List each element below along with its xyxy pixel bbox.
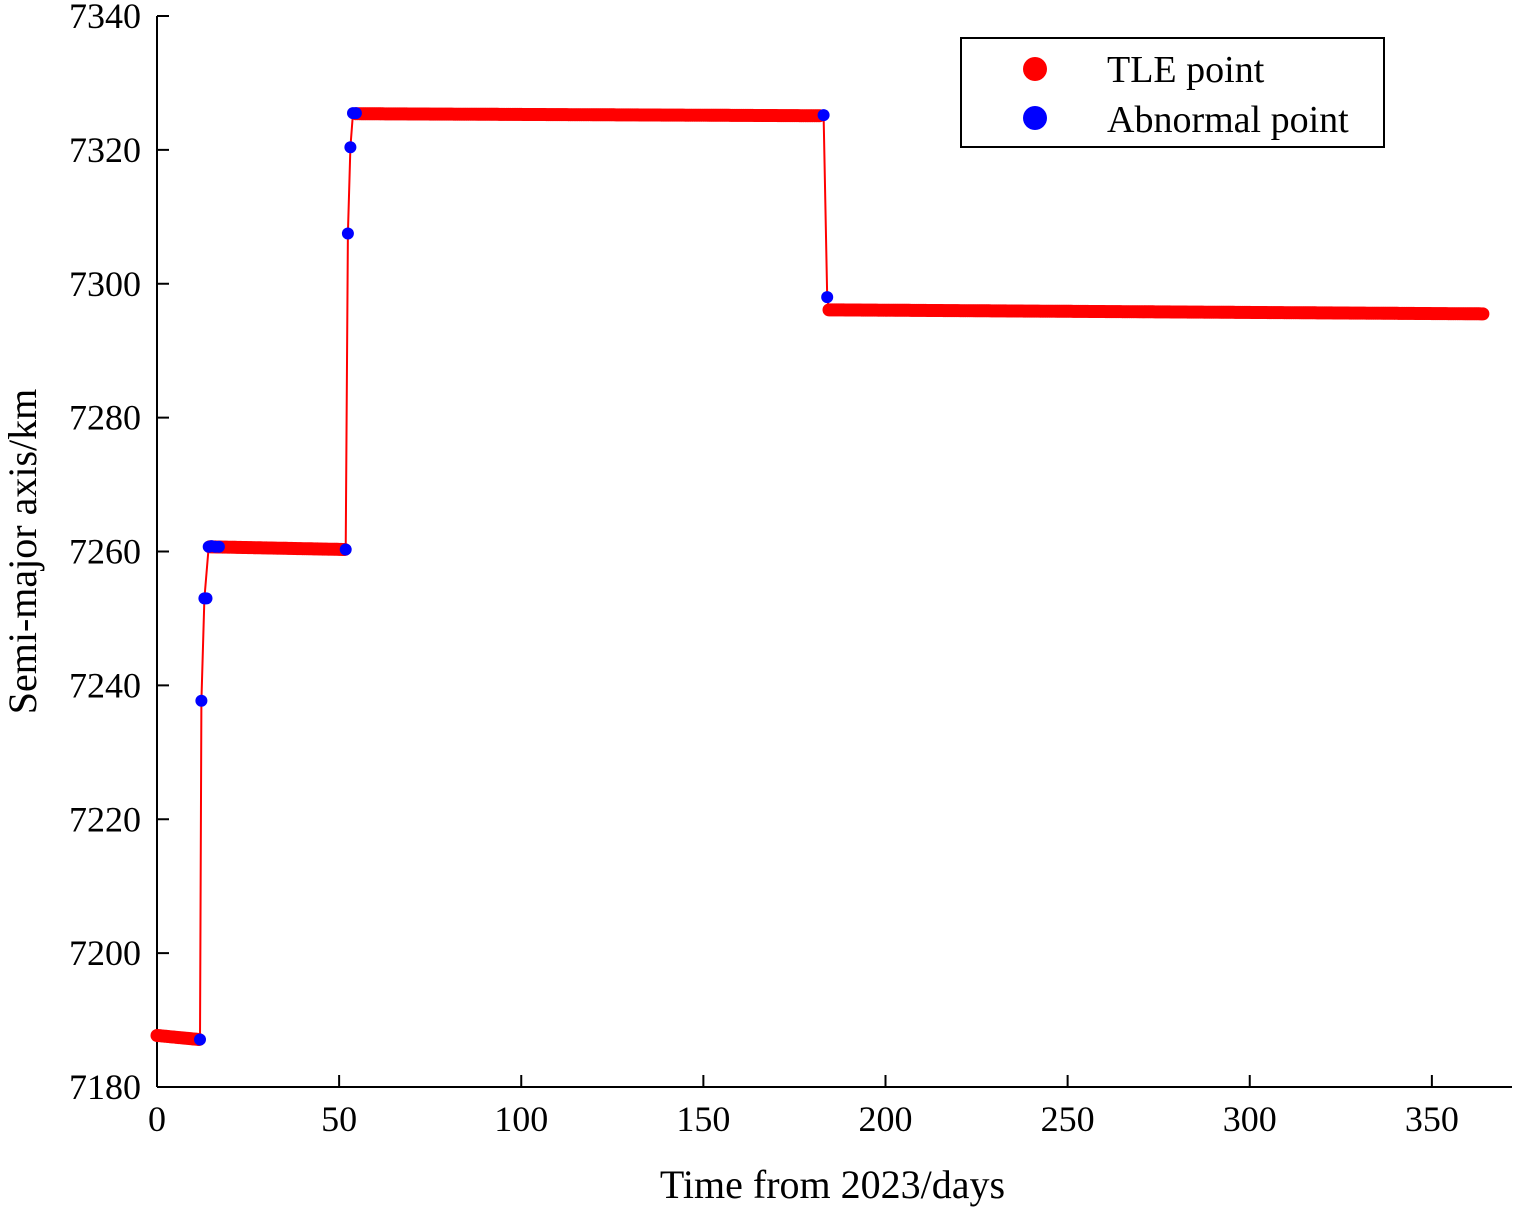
x-tick-label: 150 bbox=[676, 1099, 730, 1139]
y-tick-label: 7340 bbox=[69, 0, 141, 36]
abnormal-point bbox=[349, 107, 362, 120]
abnormal-point bbox=[341, 227, 354, 240]
abnormal-point bbox=[817, 109, 830, 122]
abnormal-point bbox=[212, 540, 225, 553]
x-tick-label: 0 bbox=[148, 1099, 166, 1139]
abnormal-point bbox=[195, 694, 208, 707]
y-tick-label: 7220 bbox=[69, 799, 141, 839]
x-tick-label: 350 bbox=[1405, 1099, 1459, 1139]
legend-marker-abnormal bbox=[1023, 106, 1047, 130]
y-axis-label: Semi-major axis/km bbox=[0, 389, 45, 715]
abnormal-point bbox=[200, 592, 213, 605]
series-line bbox=[156, 112, 1483, 1041]
legend: TLE point Abnormal point bbox=[960, 37, 1385, 148]
abnormal-point bbox=[344, 141, 357, 154]
ticks: 0 50 100 150 200 250 300 350 7180 7200 7220 7240 726… bbox=[69, 0, 1459, 1139]
x-axis-label: Time from 2023/days bbox=[660, 1162, 1005, 1207]
abnormal-point bbox=[821, 291, 834, 304]
x-tick-label: 100 bbox=[494, 1099, 548, 1139]
y-tick-label: 7260 bbox=[69, 532, 141, 572]
x-tick-label: 200 bbox=[858, 1099, 912, 1139]
y-tick-label: 7320 bbox=[69, 130, 141, 170]
axes bbox=[156, 16, 1512, 1088]
abnormal-points bbox=[194, 107, 834, 1046]
abnormal-point bbox=[194, 1033, 206, 1046]
tle-points bbox=[150, 107, 1490, 1046]
legend-marker-tle bbox=[1023, 57, 1047, 81]
line-layer bbox=[156, 112, 1483, 1041]
y-tick-label: 7240 bbox=[69, 665, 141, 705]
y-tick-label: 7280 bbox=[69, 398, 141, 438]
y-tick-label: 7180 bbox=[69, 1067, 141, 1107]
legend-label-abnormal: Abnormal point bbox=[1107, 99, 1349, 141]
abnormal-point bbox=[339, 543, 352, 556]
y-tick-label: 7300 bbox=[69, 264, 141, 304]
x-tick-label: 250 bbox=[1041, 1099, 1095, 1139]
legend-label-tle: TLE point bbox=[1107, 49, 1265, 91]
x-tick-label: 300 bbox=[1223, 1099, 1277, 1139]
y-tick-label: 7200 bbox=[69, 933, 141, 973]
tle-point bbox=[1476, 307, 1490, 321]
x-tick-label: 50 bbox=[321, 1099, 357, 1139]
